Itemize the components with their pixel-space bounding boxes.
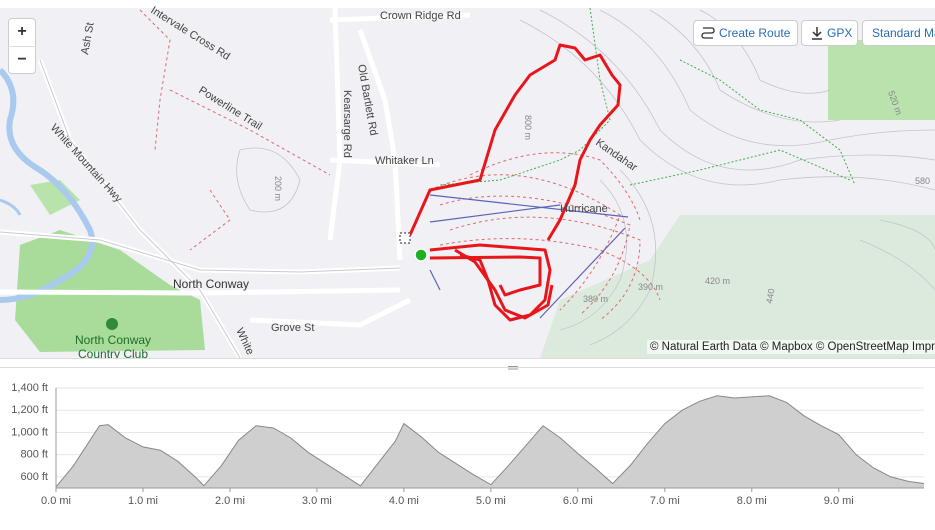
- map-label: Crown Ridge Rd: [380, 10, 461, 22]
- download-icon: [812, 27, 822, 40]
- x-tick-label: 4.0 mi: [389, 495, 419, 507]
- button-label: Create Route: [719, 26, 791, 40]
- x-tick-label: 3.0 mi: [302, 495, 332, 507]
- elevation-area: [56, 395, 924, 488]
- button-label: GPX: [827, 26, 853, 40]
- map[interactable]: Crown Ridge Rd Intervale Cross Rd Ash St…: [0, 0, 935, 358]
- x-tick-label: 8.0 mi: [737, 495, 767, 507]
- x-tick-label: 5.0 mi: [476, 495, 506, 507]
- handle-grip: [508, 366, 518, 370]
- x-tick-label: 2.0 mi: [215, 495, 245, 507]
- map-style-button[interactable]: Standard Map: [862, 20, 935, 46]
- map-label: Kearsarge Rd: [341, 90, 353, 158]
- x-tick-label: 9.0 mi: [824, 495, 854, 507]
- river: [0, 198, 22, 216]
- elevation-line: [55, 395, 925, 488]
- map-label: North Conway: [75, 333, 151, 347]
- x-tick-label: 0.0 mi: [41, 495, 71, 507]
- map-top: [0, 0, 935, 8]
- zoom-in-button[interactable]: +: [17, 23, 27, 41]
- contour-label: 200 m: [273, 176, 283, 201]
- y-tick-label: 800 ft: [20, 449, 48, 461]
- start-marker[interactable]: [414, 248, 428, 262]
- contour-label: 800 m: [523, 115, 533, 140]
- map-label: Country Club: [78, 347, 148, 358]
- gpx-button[interactable]: GPX: [801, 20, 858, 46]
- route-icon: [701, 27, 715, 39]
- forest: [540, 215, 935, 358]
- map-label: Whitaker Ln: [375, 155, 434, 167]
- park: [828, 40, 935, 120]
- contour-label: 440: [764, 288, 776, 305]
- park: [30, 180, 80, 215]
- y-tick-label: 1,200 ft: [11, 404, 48, 416]
- map-label: North Conway: [173, 277, 249, 291]
- finish-marker[interactable]: [399, 232, 411, 244]
- park-icon: [106, 318, 118, 330]
- resize-handle[interactable]: [0, 358, 935, 370]
- contour-label: 580: [915, 176, 930, 186]
- map-label: Ash St: [79, 22, 96, 56]
- lifts: [429, 194, 629, 319]
- map-label: Hurricane: [560, 203, 608, 215]
- zoom-out-button[interactable]: −: [8, 45, 36, 74]
- y-tick-label: 1,000 ft: [11, 426, 48, 438]
- hiking-trails: [439, 7, 856, 186]
- route[interactable]: [408, 43, 622, 322]
- x-tick-label: 6.0 mi: [563, 495, 593, 507]
- map-label: Grove St: [271, 322, 314, 334]
- y-tick-label: 1,400 ft: [11, 382, 48, 394]
- trails: [139, 9, 661, 321]
- x-tick-label: 7.0 mi: [650, 495, 680, 507]
- y-tick-label: 600 ft: [20, 471, 48, 483]
- contour-label: 390 m: [638, 282, 663, 292]
- contour-label: 420 m: [705, 276, 730, 286]
- button-label: Standard Map: [872, 26, 935, 40]
- zoom-control: + −: [8, 18, 36, 74]
- map-canvas: Crown Ridge Rd Intervale Cross Rd Ash St…: [0, 0, 935, 358]
- river: [0, 67, 95, 303]
- attribution: © Natural Earth Data © Mapbox © OpenStre…: [647, 340, 935, 354]
- create-route-button[interactable]: Create Route: [693, 20, 798, 46]
- road-casing: [0, 59, 401, 358]
- x-tick-label: 1.0 mi: [128, 495, 158, 507]
- elevation-chart: 600 ft 800 ft 1,000 ft 1,200 ft 1,400 ft 0.0 …: [11, 382, 925, 507]
- contour-label: 380 m: [583, 294, 608, 304]
